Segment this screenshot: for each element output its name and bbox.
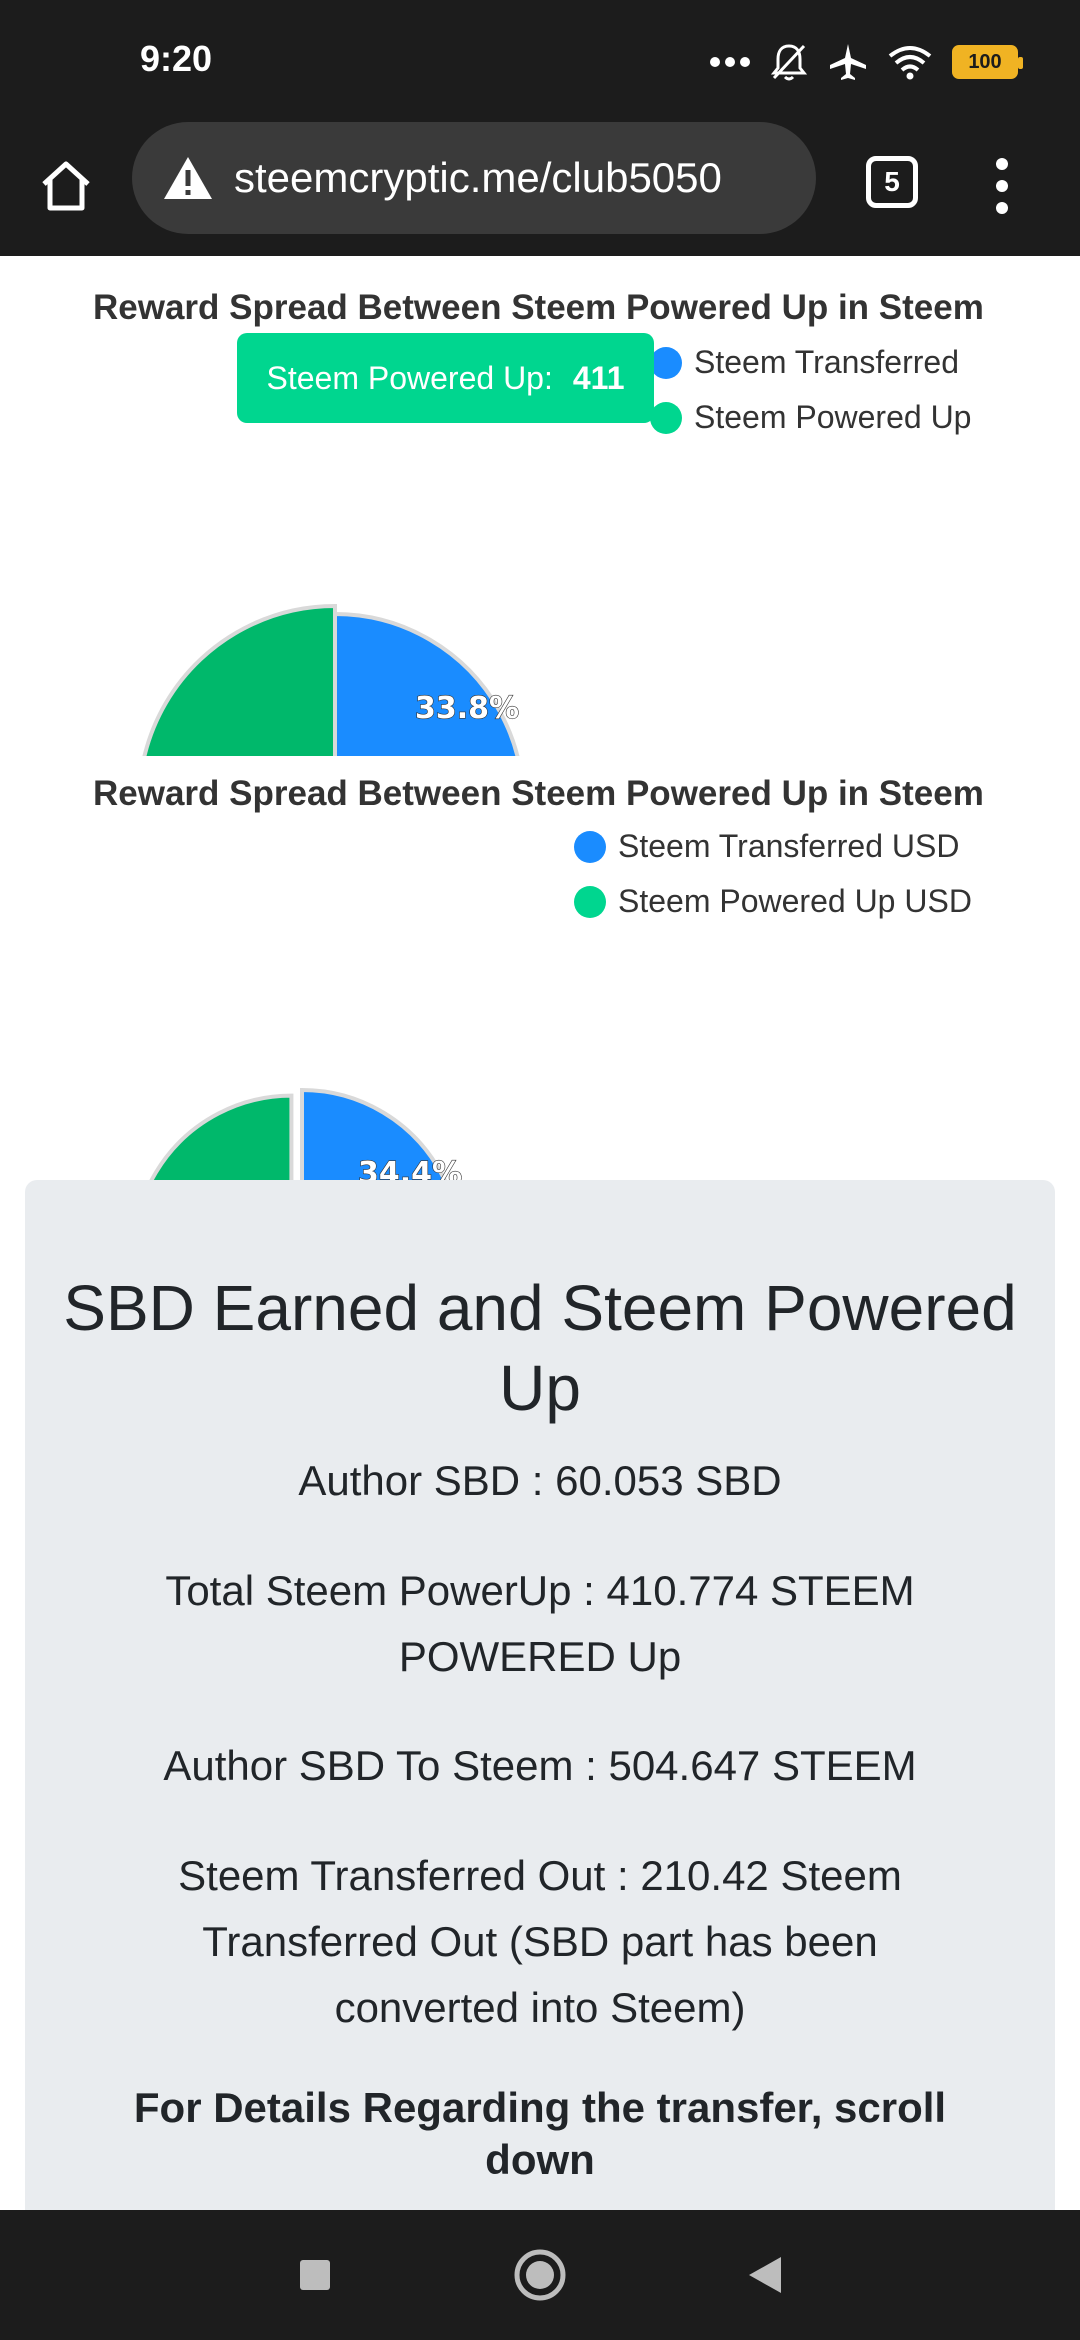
home-button[interactable]: [30, 150, 102, 222]
home-icon: [42, 161, 90, 211]
pie-data-label: 33.8%: [415, 691, 519, 726]
browser-toolbar: steemcryptic.me/club5050 5: [0, 120, 1080, 256]
details-note: For Details Regarding the transfer, scro…: [133, 2084, 947, 2183]
tabs-icon[interactable]: 5: [866, 156, 918, 208]
back-triangle-icon: [749, 2257, 781, 2293]
chart1-tooltip: Steem Powered Up: 411: [237, 333, 654, 423]
tooltip-value: 411: [572, 359, 625, 396]
status-bar: 9:20 100: [0, 0, 1080, 120]
chart1-pie: 33.8%66.2%: [139, 603, 523, 756]
legend-label: Steem Powered Up: [694, 399, 972, 435]
legend-label: Steem Powered Up USD: [618, 883, 972, 919]
recents-square-icon: [300, 2260, 330, 2290]
chart2-title: Reward Spread Between Steem Powered Up i…: [93, 774, 984, 813]
legend-swatch-green: [574, 885, 606, 918]
author-sbd: Author SBD : 60.053 SBD: [298, 1457, 782, 1504]
summary-card: SBD Earned and Steem Powered Up Author S…: [25, 1180, 1055, 2210]
pie-slice-steem-powered-up[interactable]: [139, 603, 502, 756]
recents-button[interactable]: [285, 2245, 345, 2305]
legend-item[interactable]: Steem Powered Up: [650, 399, 971, 436]
wifi-icon: [888, 46, 932, 80]
home-nav-button[interactable]: [510, 2245, 570, 2305]
overflow-menu-icon[interactable]: [980, 150, 1024, 222]
transferred-out: Steem Transferred Out : 210.42 Steem Tra…: [178, 1852, 902, 2031]
tab-count: 5: [884, 166, 900, 197]
chart2-pie: 34.4%65.6%: [133, 1087, 463, 1186]
legend-swatch-green: [650, 401, 682, 434]
legend-item[interactable]: Steem Transferred: [650, 344, 971, 381]
legend-swatch-blue: [574, 830, 606, 863]
legend-label: Steem Transferred: [694, 344, 959, 380]
pie-slice-steem-transferred[interactable]: [333, 611, 523, 756]
back-button[interactable]: [735, 2245, 795, 2305]
url-bar[interactable]: steemcryptic.me/club5050: [132, 122, 816, 234]
home-circle-icon: [514, 2249, 566, 2301]
bell-off-icon: [770, 44, 808, 81]
status-icons: 100: [710, 38, 1023, 86]
sbd-to-steem: Author SBD To Steem : 504.647 STEEM: [163, 1742, 917, 1789]
pie-slice-steem-powered-up-usd[interactable]: [133, 1093, 422, 1186]
legend-item[interactable]: Steem Powered Up USD: [574, 883, 972, 920]
more-dots-icon: [710, 57, 750, 67]
nav-bar: [0, 2210, 1080, 2340]
total-powerup: Total Steem PowerUp : 410.774 STEEM POWE…: [165, 1567, 915, 1680]
legend-item[interactable]: Steem Transferred USD: [574, 828, 972, 865]
chart1-title: Reward Spread Between Steem Powered Up i…: [93, 288, 984, 327]
warning-icon[interactable]: [160, 150, 216, 206]
legend-label: Steem Transferred USD: [618, 828, 960, 864]
chart1-legend: Steem Transferred Steem Powered Up: [650, 344, 971, 436]
page-content: Reward Spread Between Steem Powered Up i…: [0, 256, 1080, 2210]
battery-level: 100: [968, 50, 1002, 73]
url-text[interactable]: steemcryptic.me/club5050: [234, 154, 722, 201]
tooltip-label: Steem Powered Up:: [266, 359, 553, 396]
pie-slice-steem-transferred-usd[interactable]: [300, 1087, 460, 1186]
battery-icon: 100: [952, 45, 1023, 79]
summary-title: SBD Earned and Steem Powered Up: [63, 1272, 1017, 1424]
status-time: 9:20: [140, 38, 213, 79]
airplane-icon: [830, 44, 866, 80]
legend-swatch-blue: [650, 346, 682, 379]
chart2-legend: Steem Transferred USD Steem Powered Up U…: [574, 828, 972, 920]
